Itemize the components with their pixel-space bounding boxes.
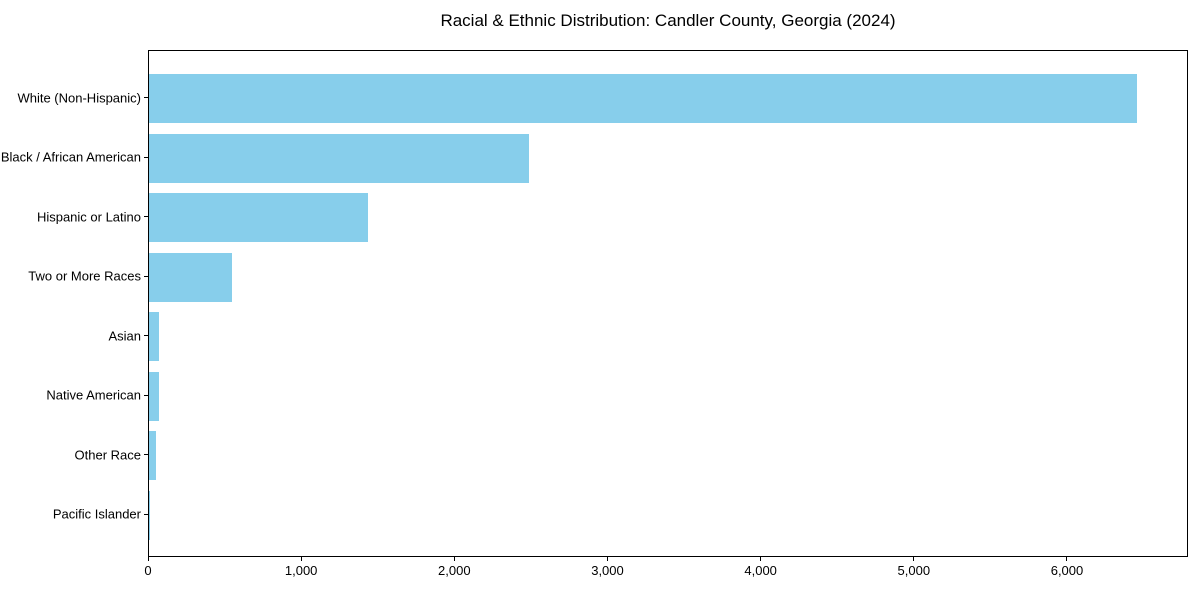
- x-tick-label: 3,000: [591, 563, 624, 578]
- y-tick-mark: [144, 394, 148, 396]
- y-tick-mark: [144, 216, 148, 217]
- y-tick-label: Two or More Races: [28, 268, 141, 284]
- y-tick-label: Hispanic or Latino: [36, 209, 141, 224]
- y-tick-mark: [144, 513, 148, 515]
- y-tick-mark: [144, 454, 148, 455]
- x-tick-mark: [913, 557, 915, 561]
- bar: [149, 133, 529, 183]
- x-tick-label: 5,000: [897, 563, 931, 578]
- bar: [149, 193, 369, 242]
- bar: [149, 252, 232, 302]
- x-tick-mark: [760, 557, 762, 561]
- bar: [149, 312, 159, 361]
- x-tick-label: 0: [144, 563, 152, 578]
- bar: [149, 371, 159, 421]
- y-tick-label: White (Non-Hispanic): [17, 90, 141, 105]
- chart-title: Racial & Ethnic Distribution: Candler Co…: [440, 11, 896, 30]
- x-tick-mark: [453, 557, 455, 561]
- x-tick-mark: [300, 557, 302, 561]
- y-tick-mark: [144, 156, 148, 158]
- y-tick-mark: [144, 97, 148, 98]
- y-tick-label: Pacific Islander: [52, 506, 141, 522]
- x-tick-mark: [1066, 557, 1068, 561]
- x-tick-label: 6,000: [1050, 563, 1084, 578]
- x-tick-label: 4,000: [744, 563, 777, 578]
- y-tick-label: Black / African American: [0, 149, 141, 165]
- y-tick-mark: [144, 275, 148, 277]
- x-tick-label: 1,000: [284, 563, 318, 578]
- bar: [149, 490, 150, 540]
- y-tick-mark: [144, 335, 148, 336]
- x-tick-mark: [606, 557, 608, 561]
- x-tick-label: 2,000: [438, 563, 471, 578]
- bar: [149, 431, 156, 480]
- y-tick-label: Asian: [108, 328, 141, 343]
- x-tick-mark: [147, 557, 149, 561]
- y-tick-label: Other Race: [74, 447, 141, 462]
- bar: [149, 74, 1137, 123]
- y-tick-label: Native American: [46, 387, 141, 403]
- plot-area: [148, 50, 1188, 557]
